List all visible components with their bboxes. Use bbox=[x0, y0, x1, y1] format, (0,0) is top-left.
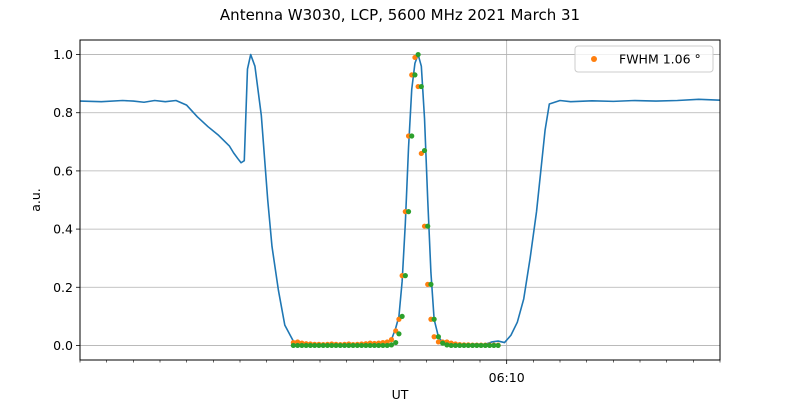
fit-point bbox=[346, 342, 352, 349]
fit-point bbox=[465, 342, 471, 349]
fit-point bbox=[299, 342, 305, 349]
fit-point bbox=[402, 273, 408, 279]
fit-point bbox=[341, 342, 348, 349]
fit-point bbox=[380, 342, 386, 349]
fit-point bbox=[354, 342, 360, 349]
fit-point bbox=[307, 342, 313, 349]
y-tick-label: 0.6 bbox=[53, 163, 73, 178]
fit-point bbox=[409, 133, 415, 139]
fit-point bbox=[487, 342, 493, 349]
fit-point bbox=[295, 342, 301, 349]
fit-point bbox=[448, 342, 454, 349]
fit-point bbox=[303, 342, 309, 349]
fit-point bbox=[396, 331, 402, 337]
fit-point bbox=[367, 342, 373, 349]
fit-point bbox=[474, 342, 480, 349]
y-tick-label: 1.0 bbox=[53, 47, 73, 62]
fit-point bbox=[421, 147, 428, 154]
fit-point bbox=[440, 340, 446, 346]
fit-point bbox=[457, 342, 463, 349]
fit-point bbox=[425, 223, 431, 229]
fit-point bbox=[435, 334, 441, 340]
fit-point bbox=[350, 342, 356, 349]
fwhm-point bbox=[388, 337, 395, 343]
fit-point bbox=[405, 209, 412, 215]
legend-marker bbox=[591, 56, 597, 62]
fit-point bbox=[290, 342, 296, 349]
y-tick-label: 0.4 bbox=[53, 222, 73, 237]
fit-point bbox=[384, 342, 390, 349]
fit-point bbox=[452, 342, 459, 349]
fit-point bbox=[478, 342, 484, 349]
fit-point bbox=[376, 342, 382, 349]
fit-point bbox=[363, 342, 369, 349]
x-axis: 06:10 bbox=[79, 360, 721, 385]
fit-point bbox=[324, 342, 331, 349]
fit-point bbox=[359, 342, 365, 349]
plot-area bbox=[79, 51, 721, 349]
fit-point bbox=[333, 342, 339, 349]
y-axis: 0.0 0.2 0.4 0.6 0.8 1.0 bbox=[53, 47, 80, 353]
y-tick-label: 0.2 bbox=[53, 280, 73, 295]
fit-point bbox=[482, 342, 488, 349]
chart-title: Antenna W3030, LCP, 5600 MHz 2021 March … bbox=[220, 6, 580, 24]
grid bbox=[80, 40, 720, 360]
fit-point bbox=[399, 313, 405, 319]
fit-point bbox=[495, 342, 501, 349]
series-line bbox=[79, 53, 721, 346]
fit-point bbox=[388, 342, 395, 348]
fwhm-point bbox=[431, 334, 437, 340]
fit-point bbox=[329, 342, 335, 349]
fit-point bbox=[316, 342, 322, 349]
fit-point bbox=[461, 342, 467, 349]
fit-point bbox=[393, 339, 399, 346]
fit-point bbox=[371, 342, 377, 349]
legend-label: FWHM 1.06 ° bbox=[619, 52, 701, 67]
legend-box bbox=[574, 45, 714, 73]
fit-point bbox=[491, 342, 497, 349]
fit-point bbox=[312, 342, 318, 349]
fit-point bbox=[428, 281, 434, 287]
fit-point bbox=[469, 342, 476, 349]
fit-point bbox=[337, 342, 343, 349]
fit-point bbox=[415, 51, 421, 58]
y-axis-label: a.u. bbox=[28, 188, 43, 212]
x-axis-label: UT bbox=[392, 387, 409, 400]
fit-point bbox=[444, 342, 450, 348]
y-tick-label: 0.0 bbox=[53, 338, 73, 353]
fit-point bbox=[412, 72, 418, 78]
fwhm-point bbox=[435, 339, 441, 345]
y-tick-label: 0.8 bbox=[53, 105, 73, 120]
fit-point bbox=[418, 83, 424, 90]
x-tick-label: 06:10 bbox=[489, 370, 525, 385]
fit-point bbox=[431, 316, 437, 322]
fit-point bbox=[320, 342, 326, 349]
legend: FWHM 1.06 ° bbox=[574, 45, 714, 73]
